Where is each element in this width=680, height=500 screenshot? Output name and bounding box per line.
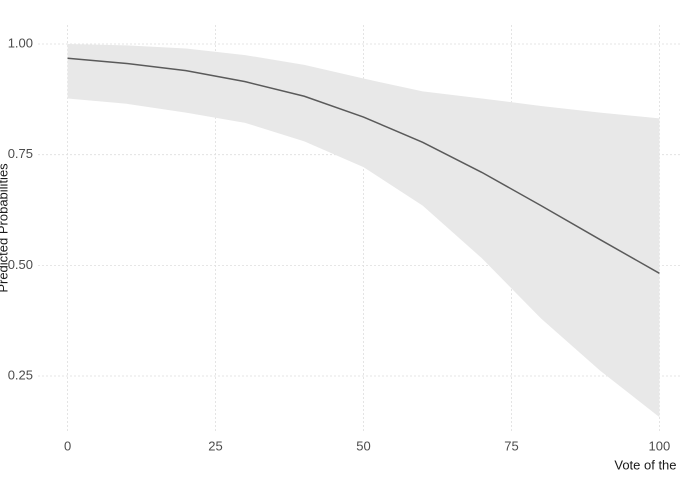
line — [67, 57, 660, 274]
x-tick-label: 25 — [208, 438, 222, 453]
x-tick-label: 50 — [356, 438, 370, 453]
y-tick-label: 1.00 — [8, 35, 33, 50]
x-tick-label: 100 — [649, 438, 671, 453]
y-axis-title: Predicted Probabilities — [0, 163, 10, 293]
x-tick-label: 0 — [64, 438, 71, 453]
y-tick-label: 0.25 — [8, 367, 33, 382]
y-tick-label: 0.75 — [8, 146, 33, 161]
x-tick-label: 75 — [504, 438, 518, 453]
confidence-band — [67, 44, 660, 418]
y-tick-label: 0.50 — [8, 257, 33, 272]
x-axis-title: Vote of the PT majority — [614, 457, 680, 472]
